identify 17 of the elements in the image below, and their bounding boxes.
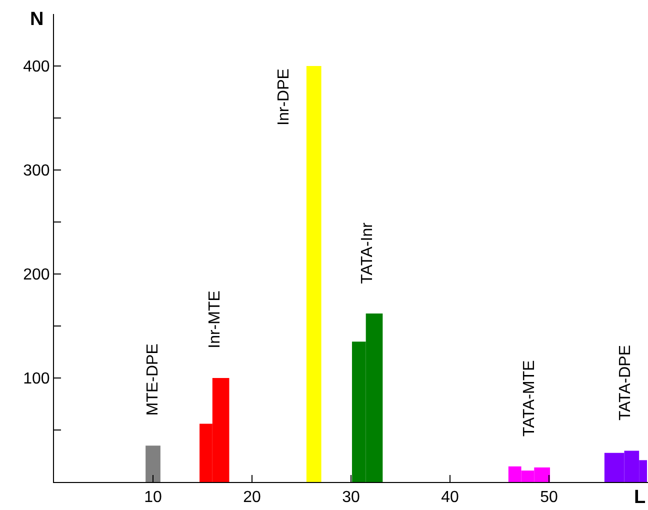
annotation: TATA-Inr: [358, 222, 376, 284]
x-tick-label: 20: [243, 489, 261, 506]
x-tick-label: 40: [441, 489, 459, 506]
annotation: TATA-DPE: [616, 344, 634, 421]
x-tick-label: 10: [144, 489, 162, 506]
y-tick-label: 200: [23, 266, 50, 284]
x-tick-label: 30: [342, 489, 360, 506]
y-axis-title: N: [30, 9, 44, 30]
y-tick-label: 100: [23, 370, 50, 388]
annotation: Inr-MTE: [206, 290, 224, 348]
y-tick-label: 300: [23, 162, 50, 180]
y-tick-label: 400: [23, 58, 50, 76]
annotation: MTE-DPE: [144, 344, 162, 416]
annotation: TATA-MTE: [520, 360, 538, 437]
annotation: Inr-DPE: [275, 68, 292, 126]
x-axis-title: L: [634, 487, 646, 508]
x-tick-label: 50: [540, 489, 558, 506]
